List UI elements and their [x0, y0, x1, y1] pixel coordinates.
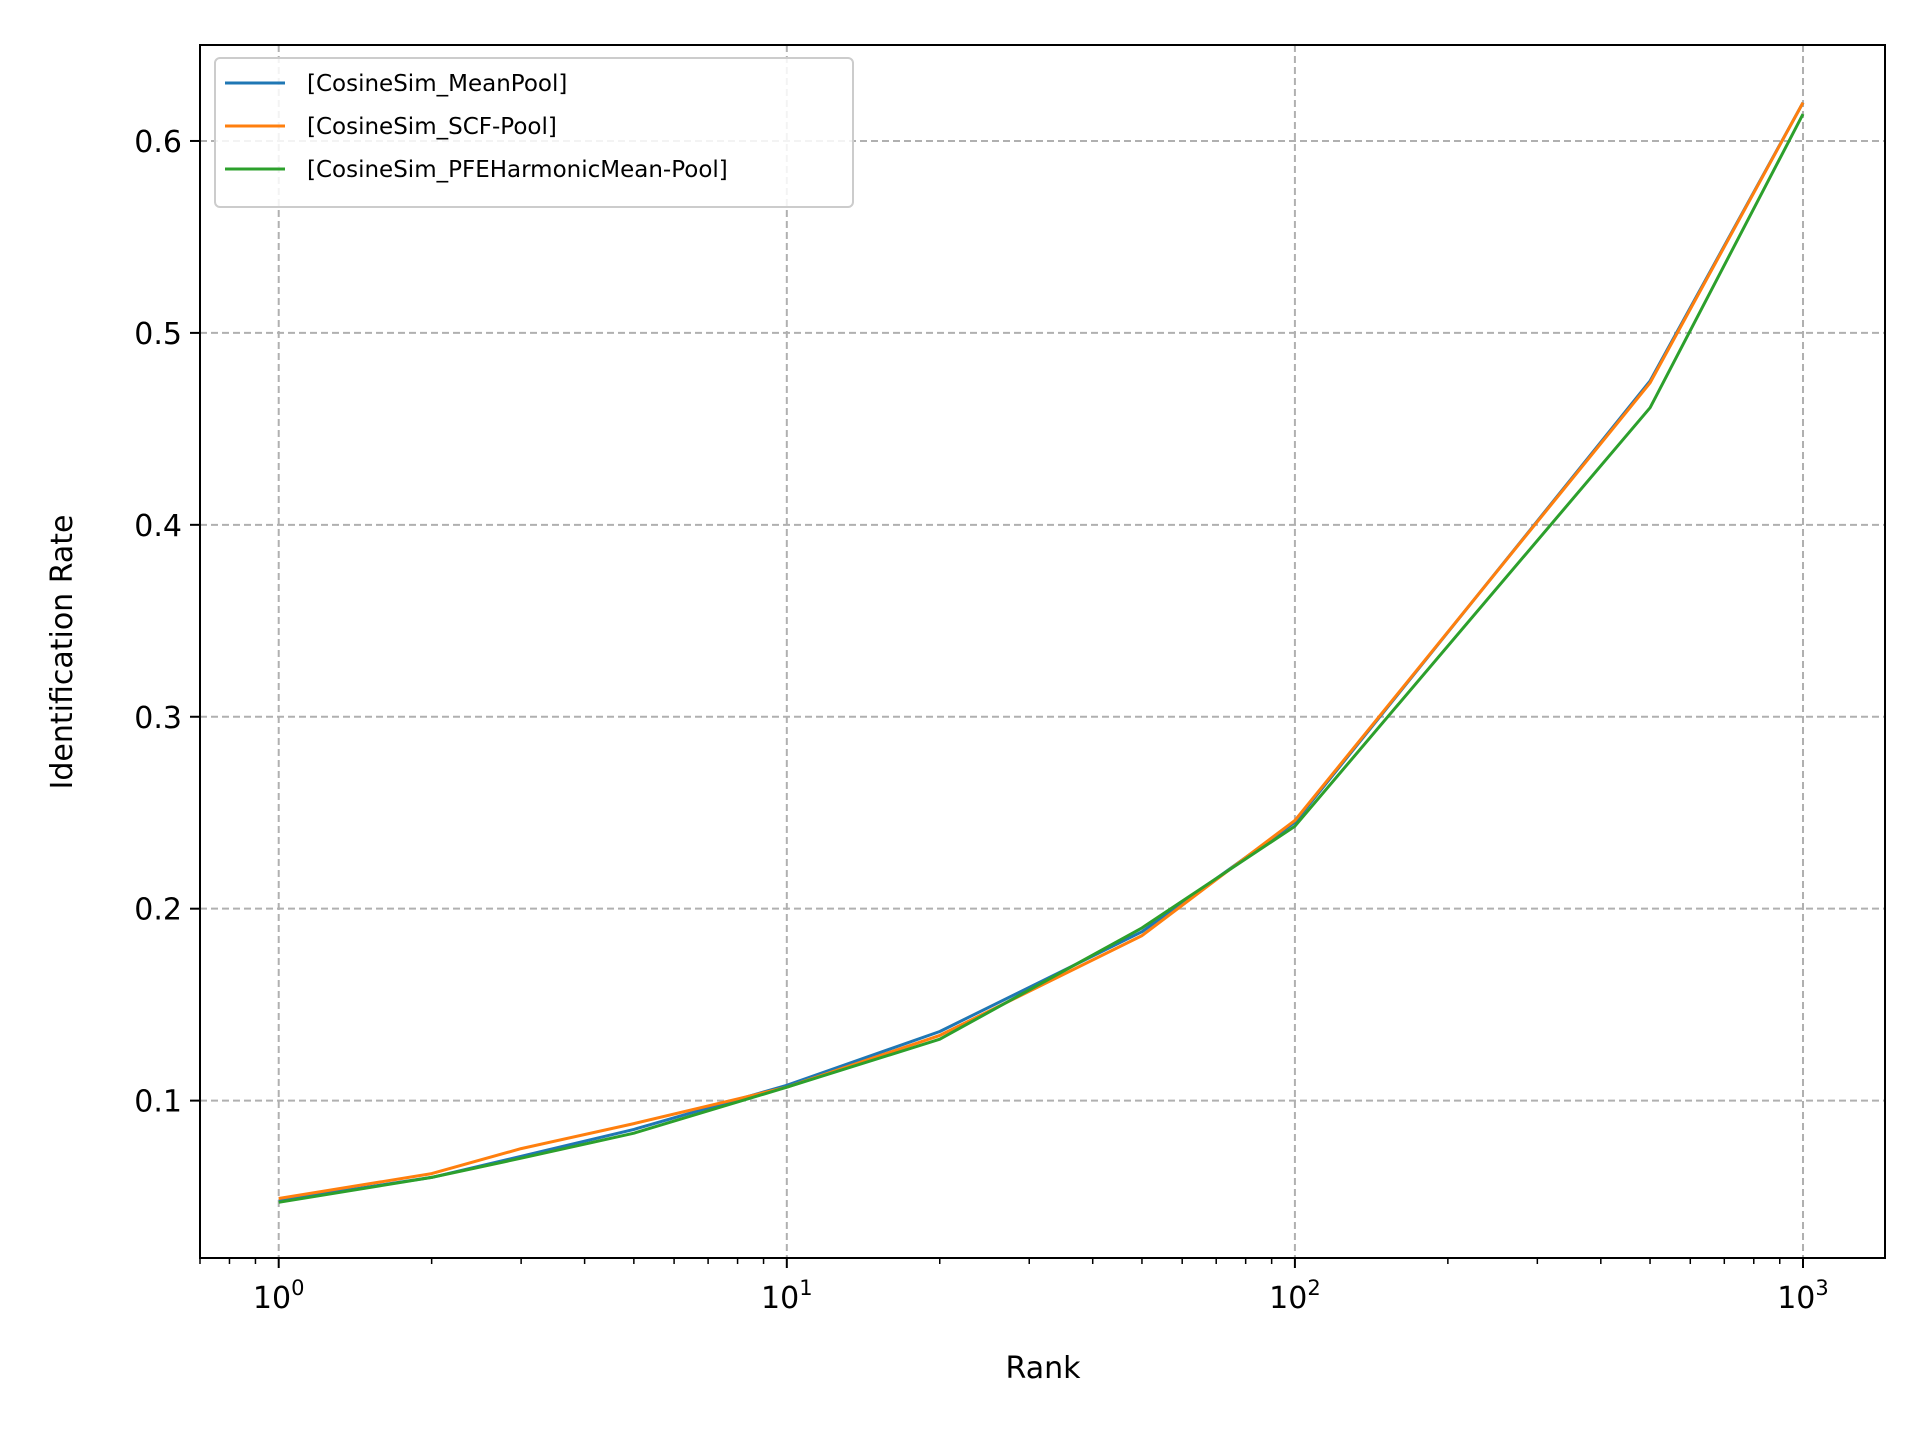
x-tick-label: 102: [1269, 1276, 1321, 1316]
y-tick-label: 0.2: [134, 893, 182, 928]
legend-label: [CosineSim_PFEHarmonicMean-Pool]: [307, 157, 728, 183]
series-line: [278, 113, 1805, 1204]
y-tick-label: 0.4: [134, 509, 182, 544]
legend-box: [214, 57, 854, 208]
legend-label: [CosineSim_MeanPool]: [307, 71, 567, 97]
legend: [CosineSim_MeanPool] [CosineSim_SCF-Pool]…: [214, 57, 854, 208]
legend-label: [CosineSim_SCF-Pool]: [307, 114, 557, 140]
y-tick-label: 0.6: [134, 125, 182, 160]
y-axis-label: Identification Rate: [45, 514, 80, 789]
x-tick-label: 100: [253, 1276, 305, 1316]
x-axis-label: Rank: [1006, 1351, 1082, 1386]
x-tick-label: 103: [1777, 1276, 1829, 1316]
y-tick-label: 0.5: [134, 317, 182, 352]
y-tick-label: 0.3: [134, 701, 182, 736]
y-tick-label: 0.1: [134, 1085, 182, 1120]
series-line: [278, 101, 1805, 1200]
series-layer: [278, 101, 1805, 1204]
plot-frame: [199, 44, 1886, 1259]
x-tick-label: 101: [761, 1276, 813, 1316]
axis-ticks: 100 101 102 103 0.1 0.2 0.3 0.4 0.5 0.6: [134, 125, 1829, 1316]
